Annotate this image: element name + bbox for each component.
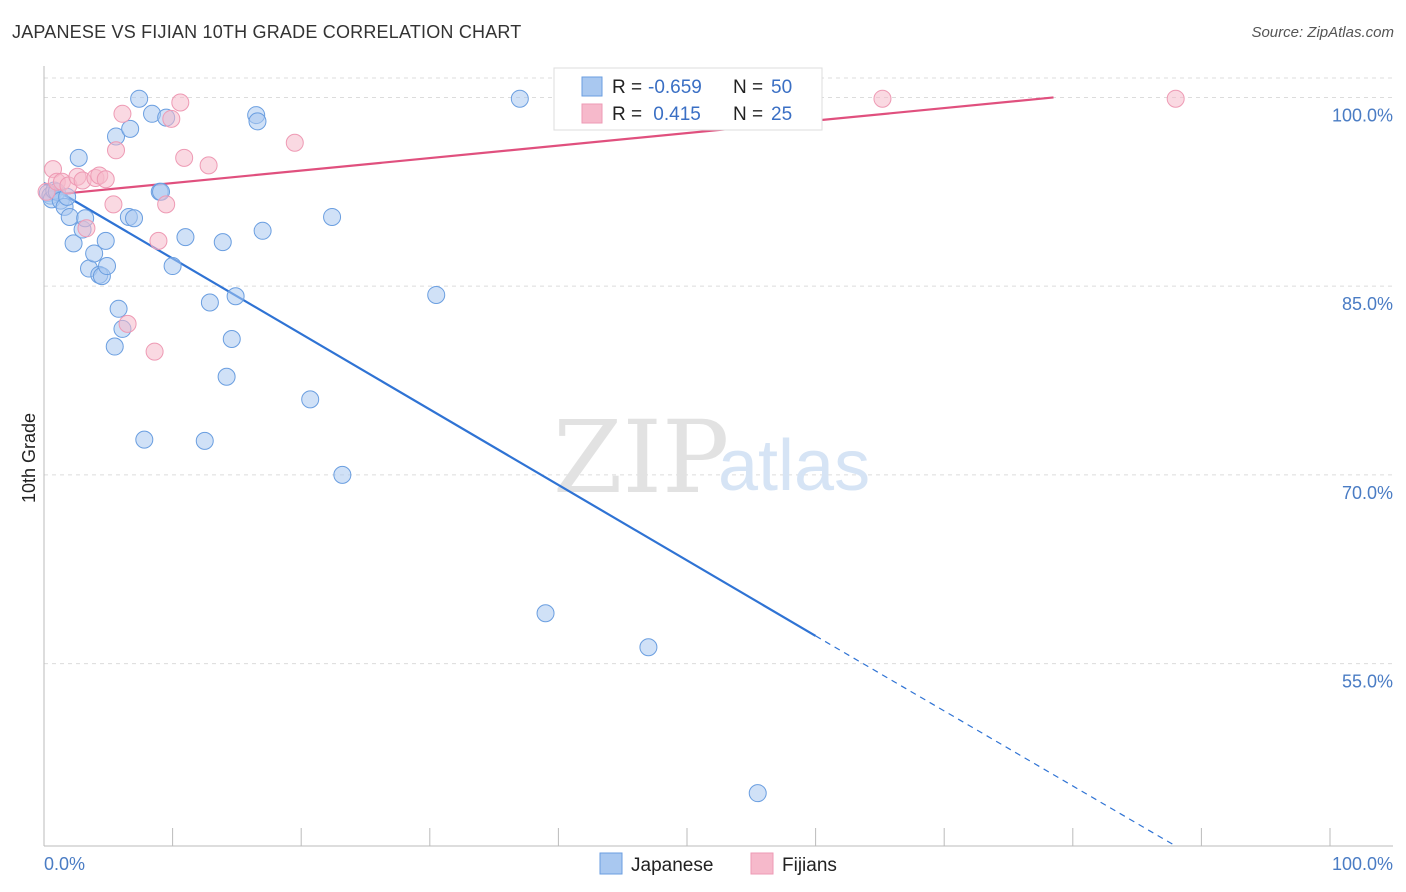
y-axis-label: 10th Grade xyxy=(19,413,39,503)
point-japanese xyxy=(176,228,195,247)
point-japanese xyxy=(222,330,241,348)
chart-source: Source: ZipAtlas.com xyxy=(1251,24,1394,41)
legend-r-label-fijians: R = xyxy=(612,104,642,125)
point-japanese xyxy=(130,89,149,108)
point-japanese xyxy=(135,430,154,449)
legend-r-value-japanese: -0.659 xyxy=(648,77,702,98)
bottom-legend-swatch-fijians xyxy=(750,852,774,875)
point-japanese xyxy=(248,112,267,131)
watermark: ZIP atlas xyxy=(553,399,870,516)
y-tick-label: 70.0% xyxy=(1342,483,1393,503)
point-fijians xyxy=(113,104,132,123)
scatter-points xyxy=(37,89,1185,803)
bottom-legend-swatch-japanese xyxy=(599,852,623,875)
legend-n-label-fijians: N = xyxy=(733,104,763,125)
y-tick-label: 100.0% xyxy=(1332,105,1393,125)
grid-lines xyxy=(44,77,1393,665)
point-japanese xyxy=(163,257,182,276)
point-fijians xyxy=(171,93,190,112)
point-japanese xyxy=(109,299,128,318)
legend-swatch-fijians xyxy=(581,103,603,124)
point-fijians xyxy=(175,148,194,167)
watermark-atlas: atlas xyxy=(718,426,870,506)
point-fijians xyxy=(104,195,123,214)
point-fijians xyxy=(1166,89,1185,108)
point-japanese xyxy=(64,234,83,253)
x-tick-label-max: 100.0% xyxy=(1332,854,1393,874)
point-japanese xyxy=(333,465,352,484)
point-japanese xyxy=(323,207,342,226)
point-fijians xyxy=(149,231,168,250)
point-japanese xyxy=(85,244,104,263)
point-japanese xyxy=(510,89,529,108)
trend-line-fijians xyxy=(43,96,1054,197)
point-fijians xyxy=(162,109,181,128)
trend-line-extension-japanese xyxy=(815,635,1176,847)
legend-n-value-fijians: 25 xyxy=(771,104,792,125)
point-japanese xyxy=(427,285,446,304)
stats-legend: R = -0.659 N = 50 R = 0.415 N = 25 xyxy=(553,67,823,131)
point-japanese xyxy=(217,367,236,386)
point-japanese xyxy=(60,207,79,226)
legend-swatch-japanese xyxy=(581,76,603,97)
legend-r-label-japanese: R = xyxy=(612,77,642,98)
point-fijians xyxy=(118,314,137,333)
x-tick-label-min: 0.0% xyxy=(44,854,85,874)
point-japanese xyxy=(536,604,555,623)
point-japanese xyxy=(639,638,658,657)
point-fijians xyxy=(199,156,218,175)
point-japanese xyxy=(96,231,115,250)
point-japanese xyxy=(105,337,124,356)
point-fijians xyxy=(285,133,304,152)
point-fijians xyxy=(873,89,892,108)
legend-n-label-japanese: N = xyxy=(733,77,763,98)
chart-title: JAPANESE VS FIJIAN 10TH GRADE CORRELATIO… xyxy=(12,22,522,42)
point-japanese xyxy=(200,293,219,312)
point-japanese xyxy=(226,287,245,306)
point-fijians xyxy=(107,141,126,160)
point-japanese xyxy=(69,148,88,167)
point-fijians xyxy=(157,195,176,214)
y-tick-labels: 55.0% 70.0% 85.0% 100.0% xyxy=(1332,105,1393,691)
watermark-zip: ZIP xyxy=(553,399,729,516)
point-japanese xyxy=(213,233,232,252)
bottom-legend-label-japanese: Japanese xyxy=(631,855,713,876)
point-japanese xyxy=(195,431,214,450)
point-japanese xyxy=(253,221,272,240)
y-tick-label: 55.0% xyxy=(1342,672,1393,692)
point-fijians xyxy=(77,219,96,238)
point-japanese xyxy=(748,784,767,803)
point-japanese xyxy=(98,257,117,276)
series-legend: Japanese Fijians xyxy=(599,852,837,876)
point-japanese xyxy=(121,119,140,138)
legend-r-value-fijians: 0.415 xyxy=(648,104,701,125)
point-fijians xyxy=(96,170,115,189)
point-japanese xyxy=(301,390,320,409)
bottom-legend-label-fijians: Fijians xyxy=(782,855,837,876)
y-tick-label: 85.0% xyxy=(1342,294,1393,314)
legend-n-value-japanese: 50 xyxy=(771,77,792,98)
point-japanese xyxy=(125,209,144,228)
point-fijians xyxy=(145,342,164,361)
